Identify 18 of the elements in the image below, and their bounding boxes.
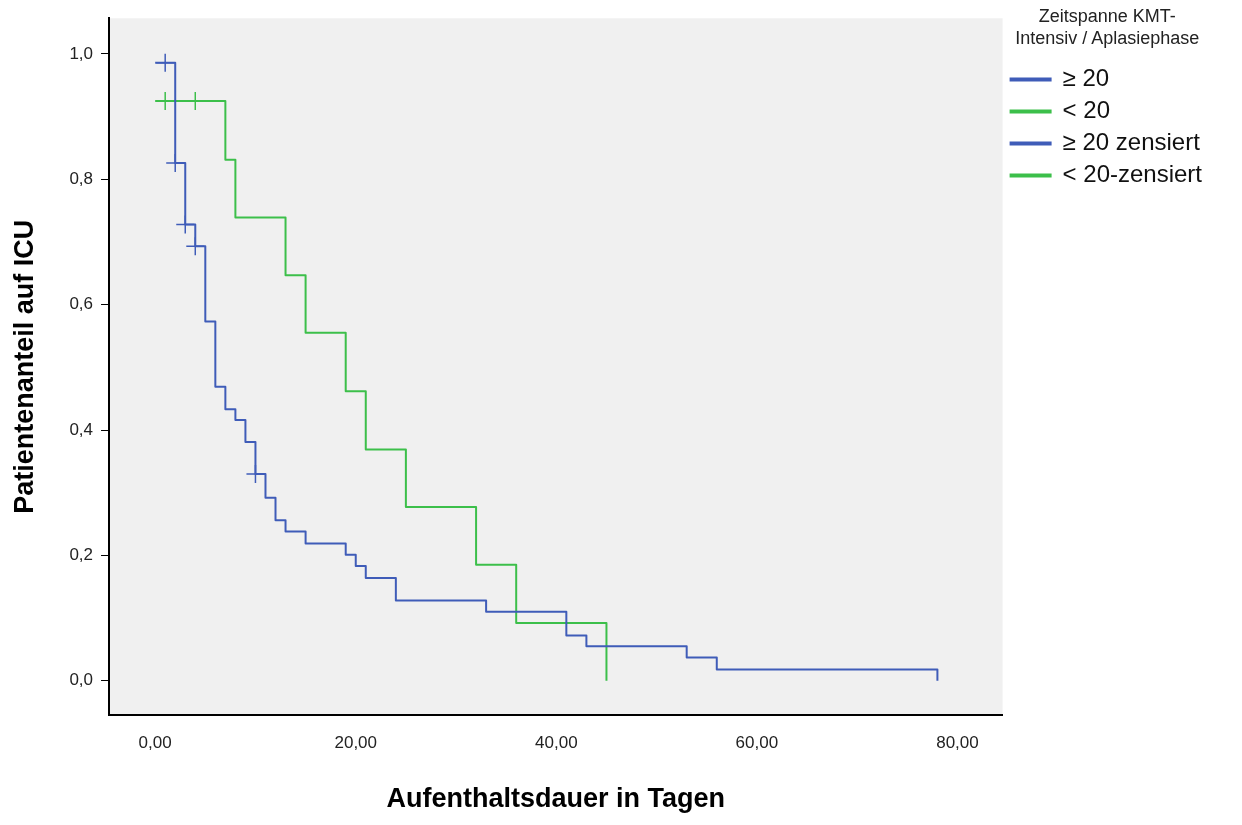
x-tick-label: 80,00 [936, 733, 979, 753]
legend-label: ≥ 20 zensiert [1062, 128, 1201, 156]
x-tick-label: 40,00 [535, 733, 578, 753]
y-tick-label: 0,8 [69, 168, 94, 188]
y-tick-label: 0,4 [69, 419, 94, 439]
y-tick-label: 0,6 [69, 294, 94, 314]
legend-title: Zeitspanne KMT-Intensiv / Aplasiephase [1015, 5, 1200, 48]
x-tick-label: 20,00 [334, 733, 378, 753]
legend-label: < 20-zensiert [1062, 160, 1203, 188]
y-tick-label: 0,0 [69, 670, 94, 690]
x-tick-label: 0,00 [138, 733, 172, 753]
y-axis-title: Patientenanteil auf ICU [8, 219, 39, 514]
legend-label: ≥ 20 [1062, 64, 1110, 92]
y-tick-label: 0,2 [69, 545, 94, 565]
x-axis-title: Aufenthaltsdauer in Tagen [386, 783, 726, 814]
legend-label: < 20 [1062, 96, 1110, 124]
y-tick-label: 1,0 [69, 43, 94, 63]
x-tick-label: 60,00 [735, 733, 779, 753]
